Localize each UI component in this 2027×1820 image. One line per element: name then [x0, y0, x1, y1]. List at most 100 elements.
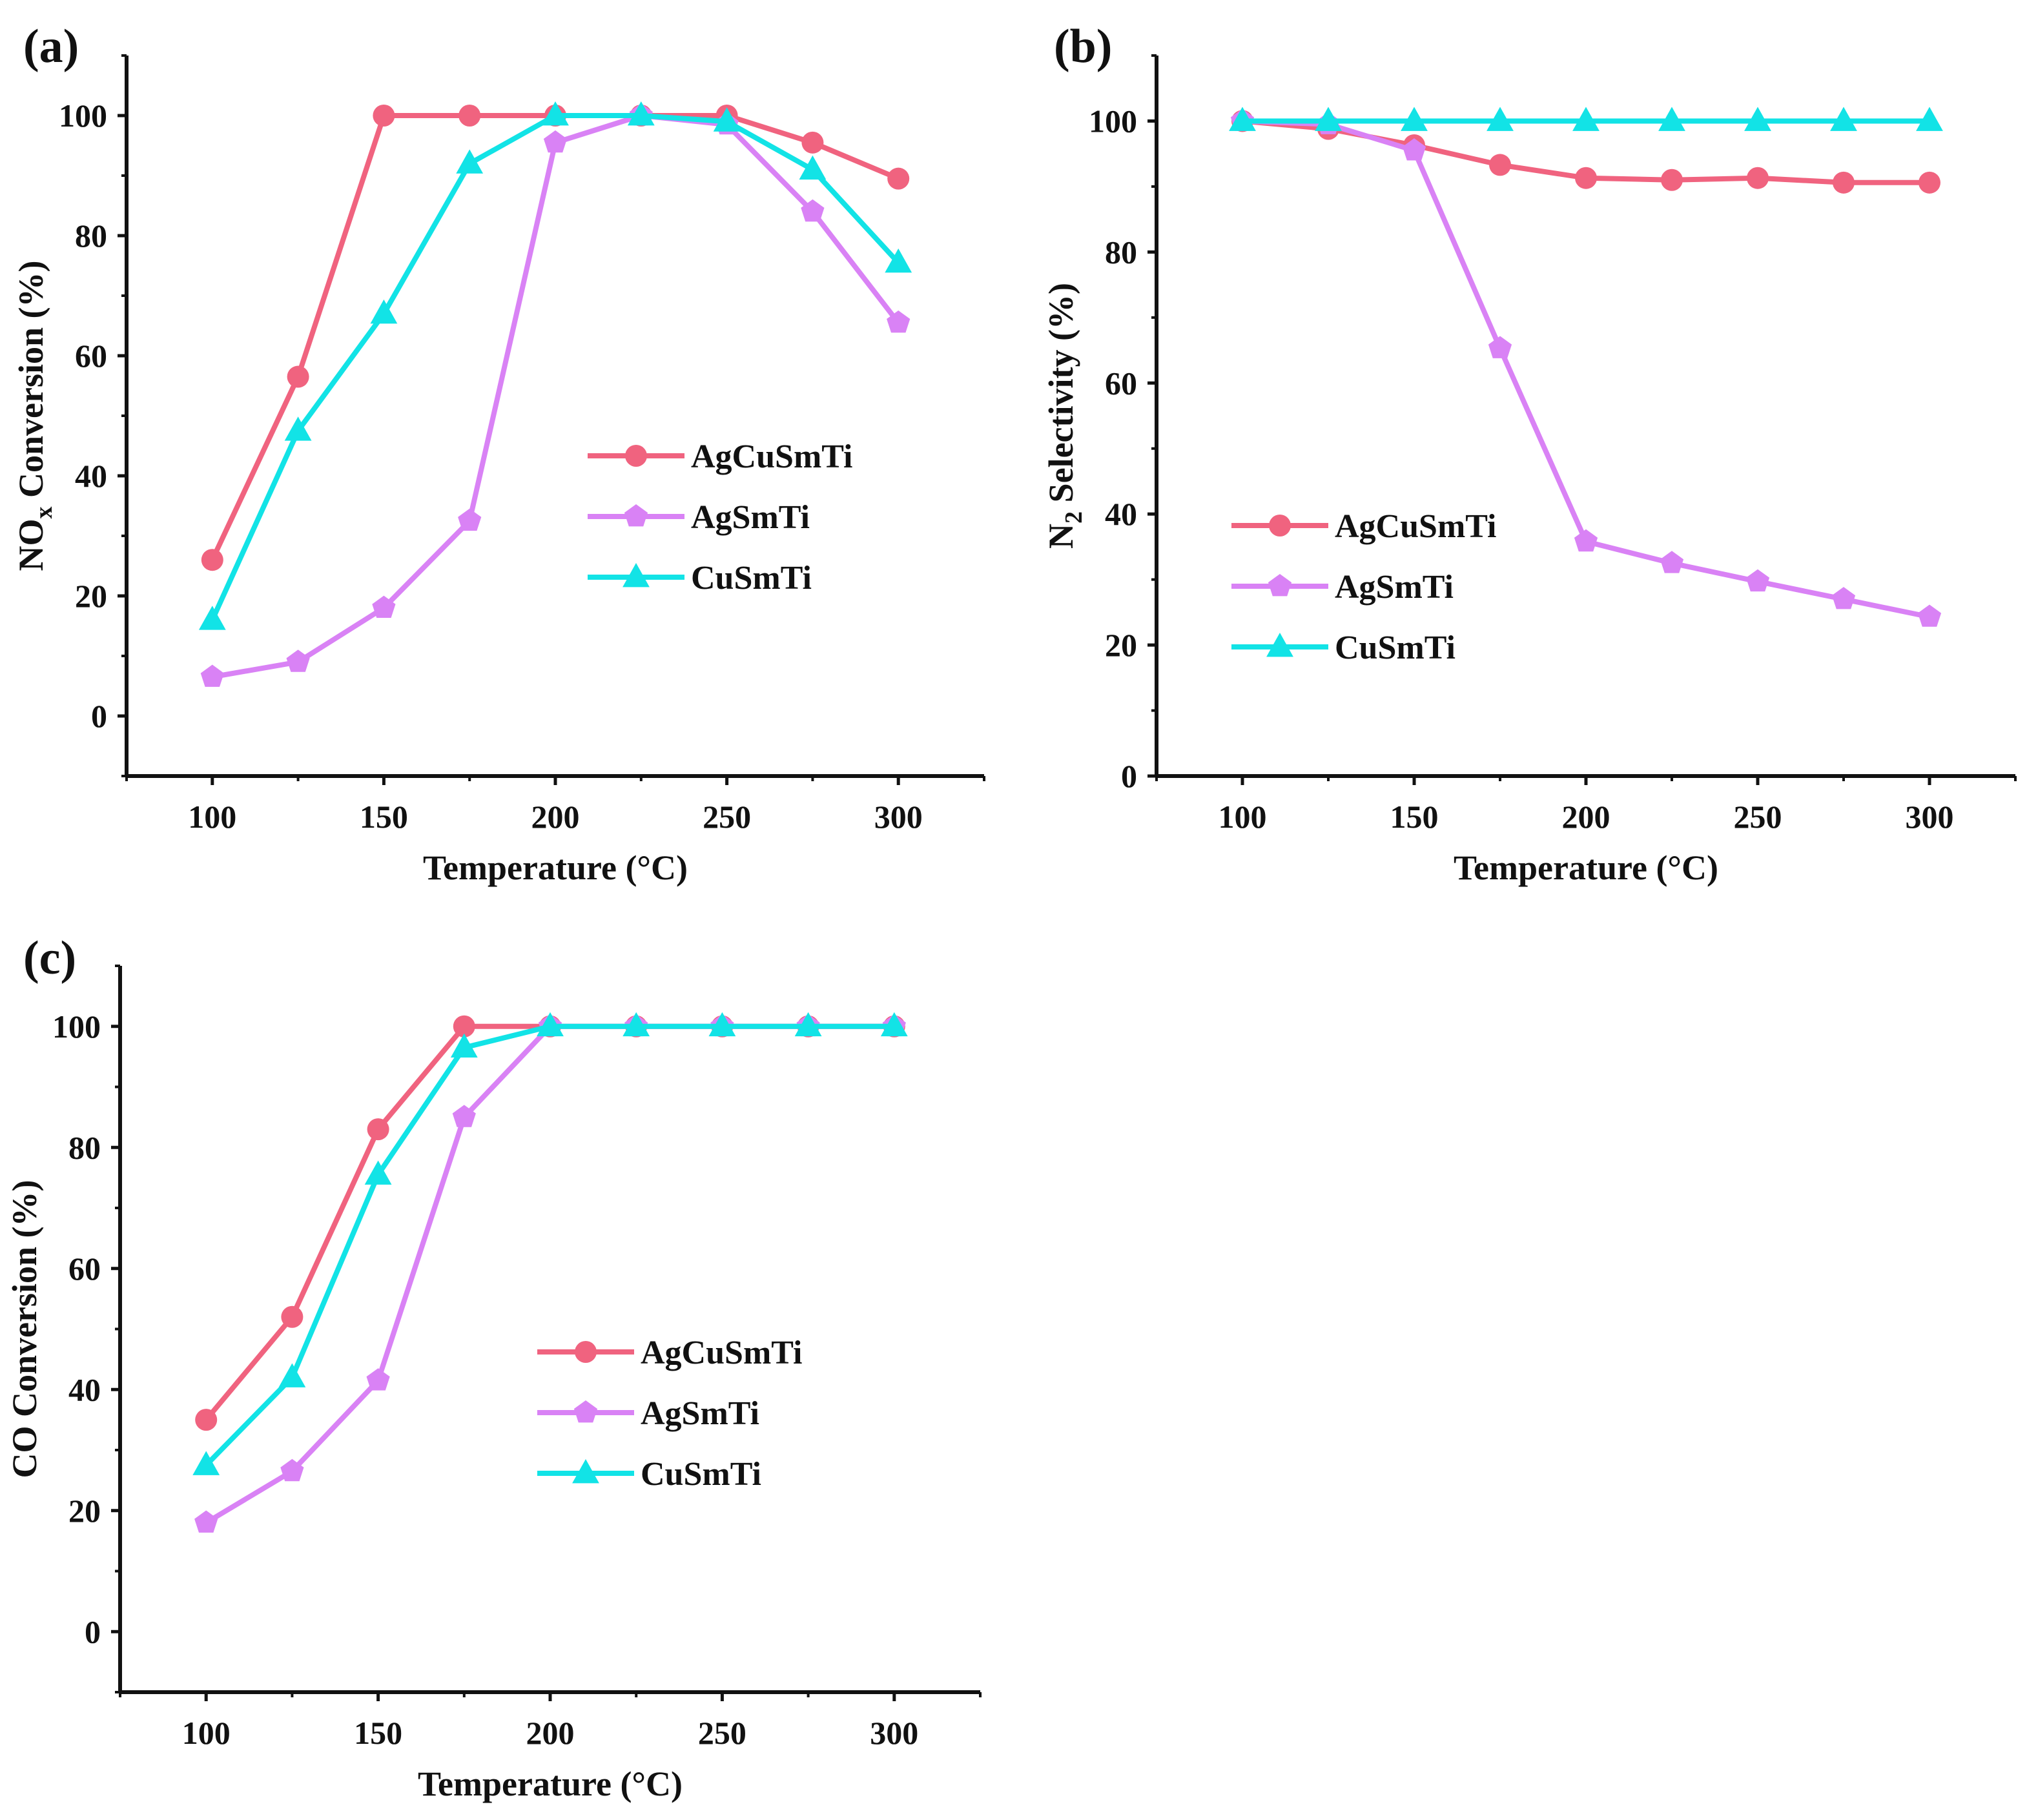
x-axis-title: Temperature (°C)	[423, 848, 688, 887]
data-point-CuSmTi	[456, 149, 484, 174]
data-point-CuSmTi	[370, 299, 398, 324]
x-tick-label: 100	[188, 799, 236, 835]
data-point-CuSmTi	[713, 107, 741, 132]
series-CuSmTi	[192, 1012, 908, 1475]
series-CuSmTi	[198, 101, 912, 630]
x-tick-label: 100	[182, 1715, 231, 1751]
data-point-CuSmTi	[192, 1451, 220, 1475]
series-AgSmTi	[200, 103, 911, 687]
legend-label-AgCuSmTi: AgCuSmTi	[641, 1334, 802, 1371]
series-AgSmTi	[194, 1014, 906, 1533]
x-tick-label: 200	[1562, 799, 1610, 835]
x-axis-title: Temperature (°C)	[418, 1764, 683, 1803]
y-tick-label: 80	[68, 1129, 101, 1165]
data-point-AgCuSmTi	[1661, 169, 1683, 191]
data-point-AgCuSmTi	[281, 1305, 304, 1328]
legend-label-AgSmTi: AgSmTi	[641, 1395, 759, 1432]
data-point-AgCuSmTi	[201, 549, 223, 571]
panel-label: (c)	[23, 932, 76, 985]
data-point-CuSmTi	[1916, 107, 1943, 131]
y-tick-label: 100	[1089, 103, 1137, 139]
data-point-AgSmTi	[1917, 604, 1942, 627]
data-point-CuSmTi	[627, 101, 655, 126]
data-point-AgSmTi	[1745, 569, 1770, 592]
chart-panel-a: (a) 0 20 40 60 80 100 100 150 200 250 300 Temperatur…	[12, 20, 985, 887]
data-point-AgSmTi	[200, 664, 224, 687]
legend: AgCuSmTi AgSmTi CuSmTi	[588, 438, 852, 597]
data-point-AgCuSmTi	[373, 105, 395, 127]
legend-marker-AgCuSmTi	[625, 445, 647, 467]
data-point-AgCuSmTi	[287, 365, 309, 388]
data-point-CuSmTi	[537, 1012, 564, 1037]
data-point-AgSmTi	[887, 310, 911, 333]
y-tick-label: 40	[1105, 496, 1137, 532]
data-point-AgSmTi	[1402, 138, 1426, 161]
data-point-CuSmTi	[623, 1012, 650, 1037]
x-tick-label: 300	[1906, 799, 1954, 835]
data-point-AgCuSmTi	[1575, 167, 1597, 189]
panel-label: (a)	[23, 20, 79, 73]
series-line-AgCuSmTi	[209, 113, 901, 563]
legend-marker-AgCuSmTi	[575, 1341, 597, 1363]
legend-label-AgSmTi: AgSmTi	[691, 499, 810, 536]
x-tick-label: 250	[1734, 799, 1782, 835]
data-point-AgSmTi	[366, 1368, 390, 1391]
data-point-AgSmTi	[286, 649, 310, 672]
y-tick-label: 20	[1105, 627, 1137, 663]
data-point-AgSmTi	[194, 1510, 218, 1533]
data-point-AgSmTi	[801, 199, 825, 222]
data-point-AgSmTi	[1574, 529, 1598, 552]
data-point-AgCuSmTi	[453, 1015, 475, 1038]
data-point-CuSmTi	[364, 1160, 392, 1185]
y-tick-label: 20	[75, 578, 107, 614]
y-tick-label: 60	[75, 338, 107, 374]
y-tick-label: 60	[68, 1251, 101, 1287]
legend-label-AgCuSmTi: AgCuSmTi	[691, 438, 852, 475]
x-tick-label: 250	[698, 1715, 746, 1751]
x-axis-title: Temperature (°C)	[1454, 848, 1718, 887]
data-point-AgCuSmTi	[887, 167, 910, 190]
x-tick-label: 150	[1390, 799, 1439, 835]
data-point-AgCuSmTi	[367, 1118, 389, 1141]
y-tick-label: 0	[91, 698, 107, 734]
series-line-CuSmTi	[203, 1023, 897, 1468]
data-point-AgCuSmTi	[1833, 171, 1855, 194]
y-tick-label: 80	[75, 218, 107, 254]
data-point-AgSmTi	[543, 130, 568, 153]
y-tick-label: 0	[85, 1613, 101, 1650]
legend-label-AgCuSmTi: AgCuSmTi	[1335, 508, 1496, 545]
y-tick-label: 20	[68, 1493, 101, 1529]
legend-label-CuSmTi: CuSmTi	[691, 560, 812, 597]
legend-marker-AgSmTi	[1268, 574, 1292, 597]
y-tick-label: 40	[68, 1371, 101, 1407]
x-tick-label: 300	[874, 799, 923, 835]
x-tick-label: 200	[531, 799, 580, 835]
data-point-AgSmTi	[458, 508, 482, 531]
legend-label-CuSmTi: CuSmTi	[1335, 629, 1456, 666]
x-tick-label: 150	[360, 799, 408, 835]
y-tick-label: 0	[1121, 758, 1137, 794]
data-point-AgCuSmTi	[195, 1409, 218, 1431]
data-point-CuSmTi	[1487, 107, 1514, 131]
data-point-AgSmTi	[372, 595, 396, 618]
panel-label: (b)	[1054, 20, 1112, 73]
y-tick-label: 100	[52, 1008, 101, 1045]
x-tick-label: 150	[354, 1715, 402, 1751]
data-point-AgCuSmTi	[1489, 154, 1511, 176]
legend-marker-CuSmTi	[1266, 633, 1293, 657]
data-point-CuSmTi	[198, 606, 226, 630]
x-tick-label: 100	[1219, 799, 1267, 835]
y-tick-label: 40	[75, 458, 107, 494]
legend-label-CuSmTi: CuSmTi	[641, 1456, 761, 1493]
legend-marker-AgCuSmTi	[1269, 515, 1291, 537]
data-point-CuSmTi	[1315, 107, 1342, 131]
data-point-CuSmTi	[880, 1012, 908, 1037]
legend-label-AgSmTi: AgSmTi	[1335, 569, 1454, 606]
data-point-CuSmTi	[794, 1012, 822, 1037]
legend-marker-AgSmTi	[624, 504, 648, 527]
data-point-CuSmTi	[284, 416, 312, 441]
data-point-AgCuSmTi	[1747, 167, 1769, 189]
data-point-CuSmTi	[1658, 107, 1685, 131]
data-point-AgSmTi	[1488, 336, 1512, 358]
